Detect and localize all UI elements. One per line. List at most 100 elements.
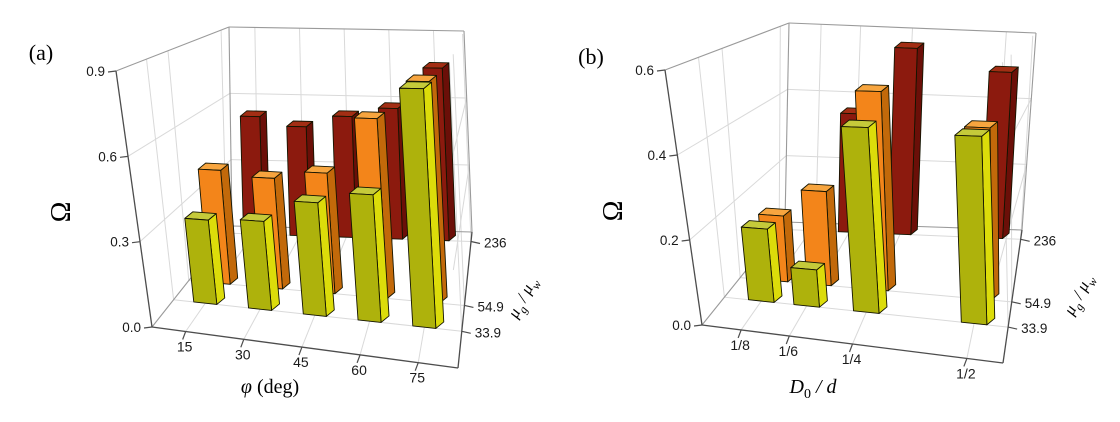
value-gridline <box>998 164 1028 267</box>
wall-edge <box>664 22 790 71</box>
wall-edge <box>784 22 790 223</box>
axis-title-part: 0 <box>804 387 811 402</box>
bar-front-face <box>888 47 918 236</box>
value-tick-label: 0.4 <box>648 148 667 163</box>
x-tick-label: 1/8 <box>730 337 750 353</box>
bar-front-face <box>184 217 218 305</box>
x-tick-label: 30 <box>235 346 251 362</box>
panel-a-3d-scene: 0.0 0.3 0.6 0.9 15 30 45 60 75 33.9 54.9 236 <box>86 26 507 386</box>
depth-gridline <box>146 59 175 300</box>
value-tick-label: 0.6 <box>98 149 117 164</box>
axis-title-part: / <box>811 376 827 398</box>
bar-front-face <box>293 200 327 317</box>
value-tick <box>131 241 141 244</box>
panel-b-x-axis-title: D0 / d <box>788 376 837 402</box>
panel-b-3d-scene: 0.0 0.2 0.4 0.6 1/8 1/6 1/4 1/2 33.9 54.9 236 <box>635 22 1056 381</box>
depth-tick <box>464 304 474 309</box>
depth-axis-line <box>1002 229 1023 364</box>
wall-edge <box>228 26 465 32</box>
depth-gridline <box>721 48 741 278</box>
x-tick <box>785 335 790 345</box>
depth-gridline <box>452 54 465 306</box>
value-tick-label: 0.3 <box>110 235 129 250</box>
x-tick-label: 15 <box>177 339 193 355</box>
bar-b-33.9-1-8 <box>740 220 783 303</box>
x-tick-label: 1/4 <box>842 351 862 367</box>
depth-tick <box>461 330 471 334</box>
depth-tick <box>470 240 481 245</box>
depth-gridline <box>778 26 781 230</box>
value-axis-line <box>115 70 153 328</box>
depth-tick <box>1020 238 1030 242</box>
bar-front-face <box>398 87 437 329</box>
wall-edge <box>1021 32 1037 231</box>
value-gridline <box>677 88 788 156</box>
bar-b-33.9-1-2 <box>954 128 996 326</box>
x-tick-label: 1/6 <box>779 343 799 359</box>
x-tick <box>182 331 187 340</box>
value-tick-label: 0.0 <box>672 318 691 333</box>
bar-b-236-1-4 <box>888 41 925 236</box>
bar-b-33.9-1-6 <box>790 260 828 308</box>
axis-title-part: d <box>827 376 838 398</box>
bars <box>184 61 456 329</box>
value-tick <box>107 70 117 73</box>
bars <box>740 41 1019 326</box>
bar-a-33.9-45 <box>293 194 335 317</box>
depth-gridline <box>462 33 472 242</box>
depth-gridline <box>167 50 190 281</box>
x-tick <box>356 354 361 364</box>
x-axis-line <box>151 326 459 369</box>
depth-tick-label: 33.9 <box>475 325 501 340</box>
x-tick-label: 45 <box>293 354 309 370</box>
axis-title-part: D <box>788 376 804 398</box>
value-gridline <box>689 155 787 241</box>
x-tick <box>963 358 968 367</box>
value-tick-label: 0.0 <box>122 320 141 335</box>
value-tick <box>669 154 678 157</box>
depth-tick <box>1007 326 1018 330</box>
depth-tick-label: 54.9 <box>477 299 503 314</box>
value-axis-line <box>664 69 703 326</box>
x-tick <box>240 339 245 348</box>
panel-a-depth-axis-title: μg / μw <box>503 274 544 324</box>
x-tick <box>298 346 303 356</box>
depth-tick-label: 236 <box>1034 233 1057 248</box>
value-tick-label: 0.6 <box>635 63 654 78</box>
value-tick <box>143 326 153 329</box>
depth-tick <box>1011 301 1021 305</box>
wall-edge <box>788 22 1037 34</box>
bar-a-33.9-15 <box>184 211 226 305</box>
bar-a-33.9-30 <box>239 212 280 311</box>
axis-title-part: φ <box>241 376 252 398</box>
x-tick-label: 75 <box>409 370 425 386</box>
panel-a-value-axis-title: Ω <box>46 202 77 223</box>
depth-gridline <box>697 57 725 298</box>
axis-title-part: (deg) <box>252 376 299 398</box>
value-gridline <box>127 92 231 157</box>
panel-b-label: (b) <box>578 44 604 69</box>
depth-tick-label: 33.9 <box>1021 321 1047 336</box>
depth-gridline <box>448 62 463 332</box>
depth-tick-label: 236 <box>484 236 507 251</box>
bar-front-face <box>348 192 382 323</box>
value-tick <box>656 69 666 72</box>
depth-gridline <box>1020 35 1034 240</box>
panel-a-label: (a) <box>29 40 53 65</box>
bar-front-face <box>740 226 775 303</box>
axis-title-part: g <box>515 304 530 316</box>
bar-front-face <box>840 126 880 314</box>
x-tick <box>414 362 419 371</box>
wall-edge <box>228 26 233 227</box>
bar-a-33.9-75 <box>398 81 445 329</box>
value-tick <box>693 324 703 327</box>
value-gridline <box>452 164 470 271</box>
axes: 0.0 0.2 0.4 0.6 1/8 1/6 1/4 1/2 33.9 54.9 236 <box>635 63 1056 381</box>
wall-edge <box>463 30 473 233</box>
value-tick-label: 0.2 <box>660 233 679 248</box>
x-tick <box>848 343 854 353</box>
wall-edge <box>115 26 230 72</box>
